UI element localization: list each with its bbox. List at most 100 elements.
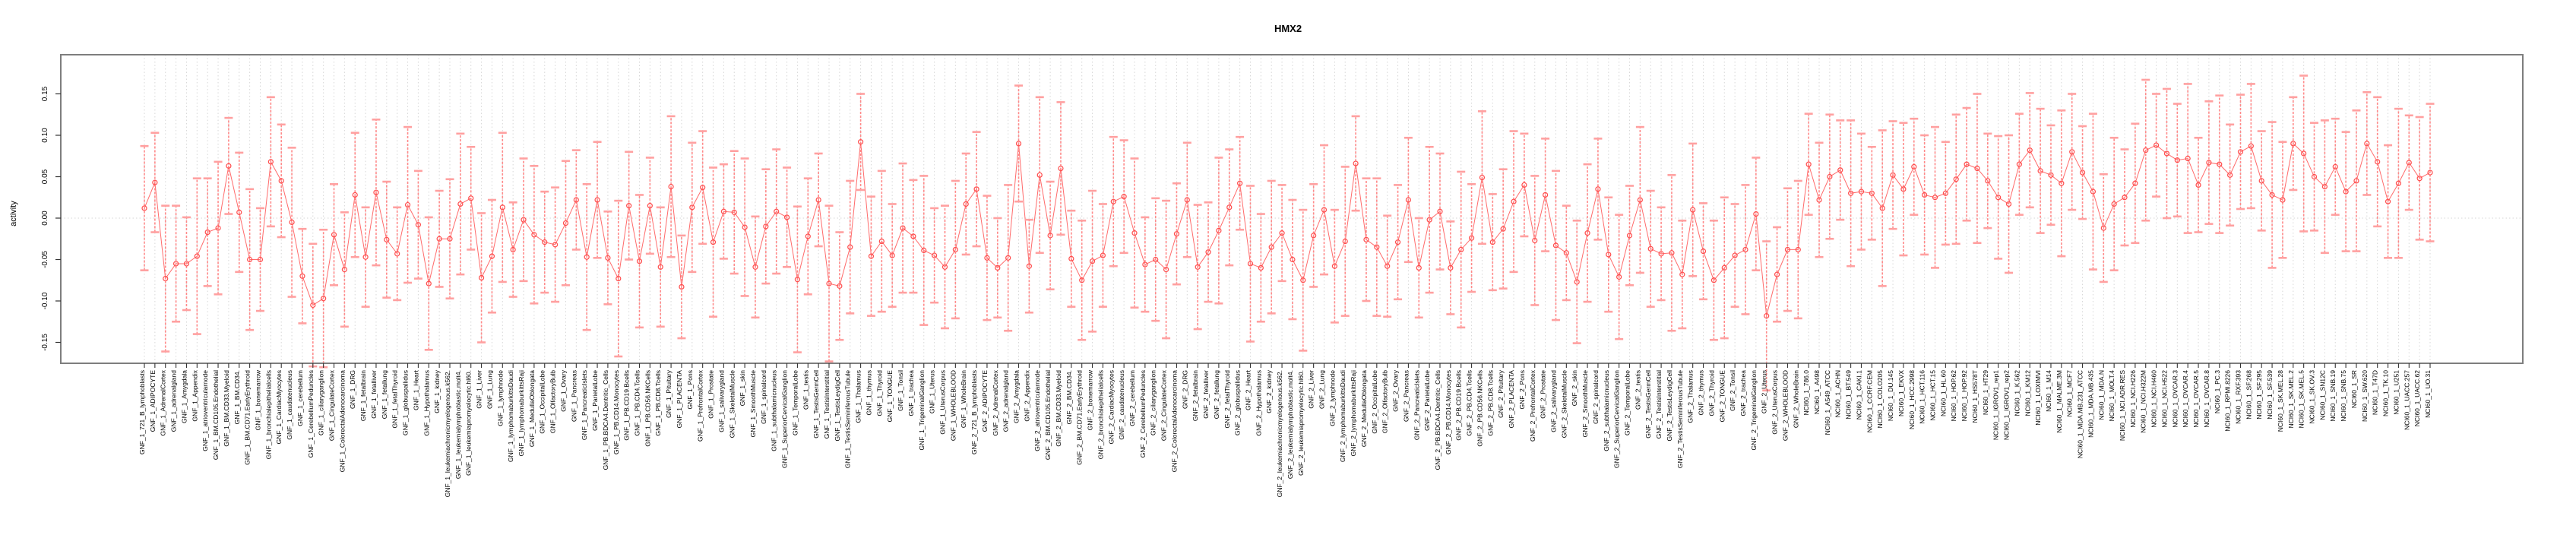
data-point bbox=[1426, 217, 1432, 223]
x-tick-label: GNF_1_TestisGermCell bbox=[812, 370, 820, 439]
data-point bbox=[1932, 195, 1938, 201]
x-tick-label: GNF_1_ciliaryganglion bbox=[318, 370, 325, 435]
data-point bbox=[1837, 167, 1843, 173]
x-tick-label: GNF_1_SmoothMuscle bbox=[749, 370, 757, 438]
x-tick-label: GNF_1_PB.CD19.Bcells bbox=[623, 370, 631, 441]
x-tick-label: NCI60_1_UACC.257 bbox=[2403, 370, 2410, 430]
data-point bbox=[2143, 147, 2149, 154]
data-point bbox=[1532, 237, 1538, 244]
data-point bbox=[236, 209, 242, 215]
x-tick-label: GNF_2_leukemiapromyelocytic.hl60. bbox=[1297, 370, 1305, 476]
x-tick-label: GNF_1_BM.CD34. bbox=[233, 370, 241, 424]
y-tick-label: -0.15 bbox=[41, 334, 49, 351]
x-tick-label: NCI60_1_CCRF.CEM bbox=[1866, 370, 1873, 432]
data-point bbox=[616, 275, 622, 282]
data-point bbox=[1616, 274, 1622, 280]
data-point bbox=[2364, 141, 2370, 147]
data-point bbox=[394, 251, 400, 257]
data-point bbox=[2005, 201, 2012, 207]
x-tick-label: NCI60_1_BT.549 bbox=[1845, 370, 1853, 420]
data-point bbox=[1700, 249, 1707, 255]
x-tick-label: NCI60_1_OVCAR.5 bbox=[2192, 370, 2200, 428]
x-tick-label: GNF_2_lymphnode bbox=[1328, 370, 1336, 426]
data-point bbox=[1848, 190, 1854, 196]
x-tick-label: GNF_1_BM.CD71.EarlyErythroid bbox=[244, 370, 252, 465]
data-point bbox=[1922, 192, 1928, 198]
data-point bbox=[742, 224, 748, 230]
data-point bbox=[299, 273, 305, 279]
x-tick-label: GNF_2_MedullaOblongata bbox=[1360, 370, 1368, 447]
y-tick-label: 0.10 bbox=[41, 128, 49, 143]
x-tick-label: GNF_1_Pons bbox=[686, 370, 694, 410]
data-point bbox=[1385, 263, 1391, 269]
data-point bbox=[679, 283, 685, 290]
x-tick-label: GNF_1_adrenalgland bbox=[170, 370, 178, 432]
data-point bbox=[2290, 141, 2296, 147]
data-point bbox=[941, 264, 948, 270]
x-tick-label: NCI60_1_NCI.H322M bbox=[2140, 370, 2147, 433]
x-tick-label: GNF_2_Tonsil bbox=[1729, 370, 1736, 411]
x-tick-label: NCI60_1_MDA.MB.231_ATCC bbox=[2077, 370, 2084, 458]
x-tick-label: NCI60_1_T47D bbox=[2372, 370, 2379, 415]
data-point bbox=[2163, 150, 2170, 157]
data-point bbox=[1690, 207, 1696, 213]
data-point bbox=[1489, 239, 1495, 245]
x-tick-label: GNF_1_SuperiorCervicalGanglion bbox=[781, 370, 789, 468]
x-tick-label: GNF_2_CardiacMyocytes bbox=[1107, 370, 1115, 444]
data-point bbox=[1710, 277, 1717, 283]
data-point bbox=[984, 255, 990, 261]
x-tick-label: NCI60_1_NCI.H460 bbox=[2150, 370, 2158, 428]
data-point bbox=[1195, 264, 1201, 270]
data-point bbox=[1321, 207, 1328, 213]
x-tick-label: GNF_2_Pancreas bbox=[1402, 370, 1410, 422]
x-tick-label: GNF_1_PancreaticIslets bbox=[581, 370, 588, 440]
x-tick-label: NCI60_1_A498 bbox=[1813, 370, 1821, 414]
data-point bbox=[2237, 149, 2244, 155]
data-point bbox=[2217, 161, 2223, 167]
data-point bbox=[562, 220, 569, 226]
data-point bbox=[1679, 271, 1685, 277]
x-tick-label: GNF_2_Pituitary bbox=[1497, 369, 1505, 418]
x-tick-label: NCI60_1_LOXIMVI bbox=[2034, 370, 2042, 426]
data-point bbox=[2301, 150, 2307, 157]
x-tick-label: NCI60_1_OVCAR.3 bbox=[2171, 370, 2179, 428]
data-point bbox=[2406, 160, 2412, 166]
data-point bbox=[1300, 277, 1306, 283]
data-point bbox=[2427, 169, 2433, 176]
data-point bbox=[2206, 160, 2212, 166]
x-tick-label: GNF_2_kidney bbox=[1265, 369, 1273, 413]
data-point bbox=[1732, 252, 1738, 258]
data-point bbox=[837, 283, 843, 289]
x-tick-label: GNF_1_Heart bbox=[412, 369, 419, 410]
data-point bbox=[1353, 160, 1359, 166]
x-tick-label: NCI60_1_SNB.19 bbox=[2329, 370, 2337, 422]
x-tick-label: GNF_2_TONGUE bbox=[1718, 370, 1726, 423]
x-tick-label: GNF_1_Thyroid bbox=[875, 370, 883, 416]
data-point bbox=[1942, 190, 1948, 196]
x-tick-label: GNF_1_CerebellumPeduncles bbox=[307, 370, 315, 458]
data-point bbox=[289, 219, 295, 226]
data-point bbox=[341, 266, 347, 273]
x-tick-label: GNF_2_Appendix bbox=[1023, 369, 1030, 421]
x-tick-label: NCI60_1_ACHN bbox=[1834, 370, 1842, 417]
data-point bbox=[2090, 188, 2097, 195]
data-point bbox=[1985, 178, 1991, 184]
x-tick-label: GNF_2_PLACENTA bbox=[1508, 370, 1515, 429]
plot-border bbox=[60, 54, 2524, 364]
data-point bbox=[1448, 264, 1454, 271]
x-tick-label: GNF_1_Prostate bbox=[707, 370, 715, 419]
data-point bbox=[1543, 192, 1549, 198]
x-tick-label: GNF_1_TestisLeydigCell bbox=[834, 370, 841, 442]
data-point bbox=[668, 183, 674, 190]
data-point bbox=[468, 195, 474, 201]
data-point bbox=[857, 139, 864, 145]
x-tick-label: NCI60_1_HT29 bbox=[1982, 370, 1989, 415]
x-tick-label: GNF_1_WHOLEBLOOD bbox=[949, 370, 957, 441]
data-point bbox=[2132, 180, 2138, 186]
x-tick-label: GNF_1_lymphomaburkittsRaji bbox=[517, 370, 525, 456]
data-point bbox=[826, 280, 832, 287]
x-tick-label: NCI60_1_RPMI.8226 bbox=[2224, 370, 2232, 432]
x-tick-label: GNF_2_Hypothalamus bbox=[1255, 370, 1262, 435]
data-point bbox=[1416, 264, 1422, 271]
data-point bbox=[1911, 163, 1917, 170]
